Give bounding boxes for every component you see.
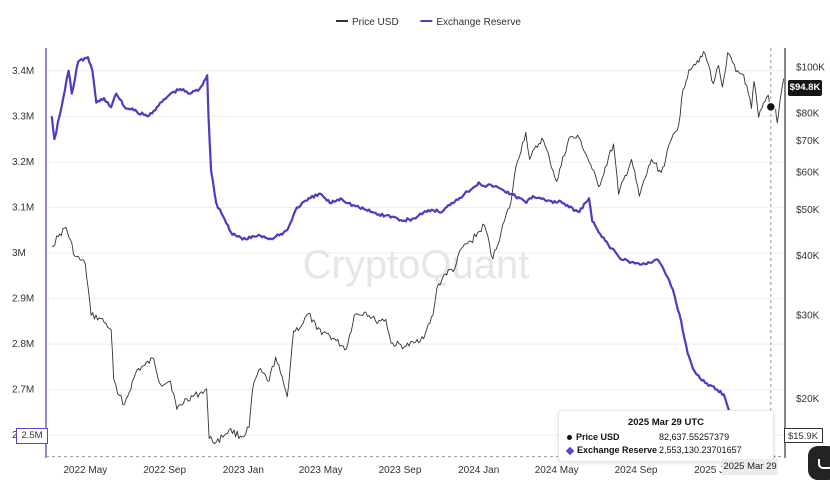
series-line-1 — [50, 56, 772, 458]
x-tick-8: 2025 Jan — [694, 465, 735, 476]
grid-lines — [45, 48, 786, 458]
left-tick-4: 3M — [12, 248, 26, 259]
reserve-diamond-icon — [565, 446, 575, 455]
left-tick-7: 2.7M — [12, 385, 34, 396]
right-tick-6: $40K — [796, 251, 820, 262]
x-tick-0: 2022 May — [63, 465, 107, 476]
right-tick-0: $100K — [796, 63, 825, 74]
right-tick-4: $60K — [796, 168, 820, 179]
x-tick-4: 2023 Sep — [379, 465, 422, 476]
watermark: CryptoQuant — [303, 243, 530, 287]
crosshair-date-badge: 2025 Mar 29 — [722, 459, 778, 475]
left-tick-2: 3.2M — [12, 157, 34, 168]
price-dot-icon — [567, 435, 572, 441]
series-line-0 — [51, 51, 785, 445]
x-tick-5: 2024 Jan — [458, 465, 499, 476]
crosshair-price-badge-frame: $15.9K — [784, 428, 823, 443]
x-tick-6: 2024 May — [535, 465, 579, 476]
tooltip-price-value: 82,637.55257379 — [659, 432, 730, 442]
tooltip: 2025 Mar 29 UTC Price USD 82,637.55257379… — [558, 410, 774, 462]
right-tick-2: $80K — [796, 109, 820, 120]
crosshair-reserve-badge: 2.5M — [16, 428, 48, 444]
right-tick-7: $30K — [796, 310, 820, 321]
crosshair-price-badge: $15.9K — [788, 431, 819, 442]
right-tick-8: $20K — [796, 394, 820, 405]
left-tick-3: 3.1M — [12, 202, 34, 213]
tooltip-row-reserve: Exchange Reserve 2,553,130.23701657 — [565, 445, 765, 457]
x-tick-3: 2023 May — [299, 465, 343, 476]
x-tick-7: 2024 Sep — [615, 465, 658, 476]
right-axis: $100K$90K$80K$70K$60K$50K$40K$30K$20K — [796, 63, 825, 405]
chat-button[interactable] — [808, 446, 830, 480]
tooltip-price-label: Price USD — [576, 432, 620, 442]
tooltip-row-price: Price USD 82,637.55257379 — [567, 432, 765, 444]
tooltip-reserve-value: 2,553,130.23701657 — [659, 445, 742, 455]
series-layer — [50, 51, 785, 458]
x-tick-1: 2022 Sep — [143, 465, 186, 476]
tooltip-title: 2025 Mar 29 UTC — [627, 417, 705, 428]
left-tick-1: 3.3M — [12, 111, 34, 122]
chat-icon — [818, 459, 830, 469]
x-axis: 2022 May 2022 Sep 2023 Jan 2023 May 2023 Sep… — [63, 465, 735, 476]
legend-label-1: Exchange Reserve — [436, 17, 521, 28]
legend: Price USD Exchange Reserve — [336, 17, 521, 28]
tooltip-reserve-label: Exchange Reserve — [577, 445, 658, 455]
current-price-badge: $94.8K — [788, 80, 822, 96]
legend-label-0: Price USD — [352, 17, 399, 28]
left-tick-5: 2.9M — [12, 294, 34, 305]
x-tick-2: 2023 Jan — [223, 465, 264, 476]
left-tick-6: 2.8M — [12, 339, 34, 350]
price-hover-marker — [765, 101, 777, 113]
left-tick-0: 3.4M — [12, 66, 34, 77]
right-tick-5: $50K — [796, 205, 820, 216]
right-tick-3: $70K — [796, 136, 820, 147]
